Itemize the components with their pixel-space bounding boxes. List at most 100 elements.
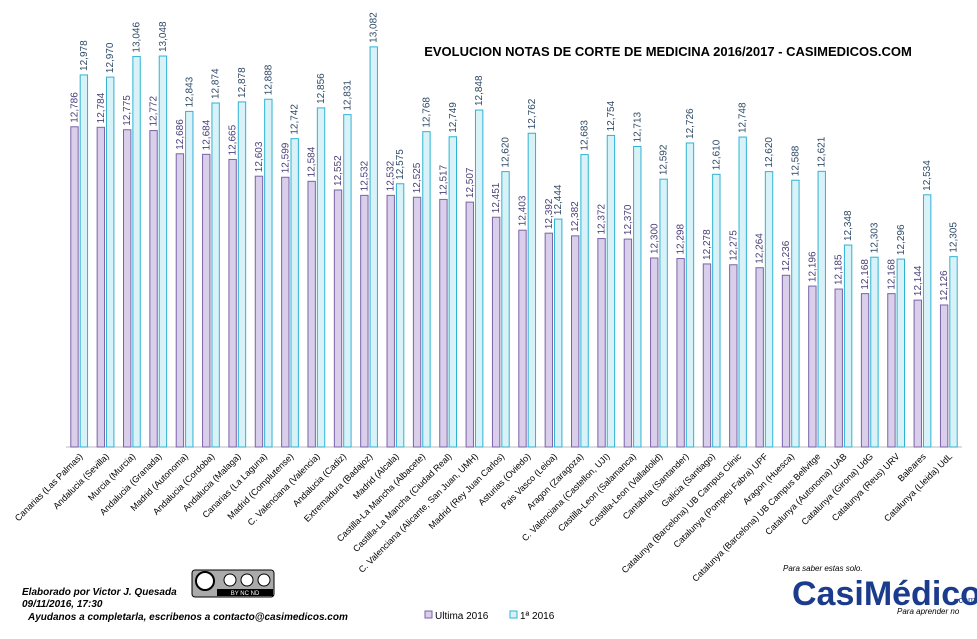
bar	[527, 132, 537, 448]
data-label: 12,278	[702, 229, 713, 260]
data-label: 12,754	[606, 100, 617, 131]
bar	[887, 293, 896, 448]
bar	[491, 216, 501, 448]
bar	[465, 201, 474, 448]
data-label: 12,603	[254, 141, 265, 172]
data-label: 13,046	[132, 22, 143, 53]
bar	[290, 138, 299, 448]
data-label: 12,382	[570, 201, 581, 232]
data-label: 12,848	[474, 75, 485, 106]
bar	[781, 274, 791, 448]
data-label: 12,665	[228, 124, 239, 155]
bar	[307, 180, 316, 448]
bar	[860, 293, 870, 448]
bar	[79, 74, 89, 448]
legend-label: 1ª 2016	[520, 611, 555, 622]
bar	[448, 136, 457, 448]
bar	[316, 107, 326, 448]
data-label: 13,082	[369, 12, 380, 43]
data-label: 12,444	[553, 184, 564, 215]
bar	[439, 198, 448, 448]
footer: Elaborado por Victor J. Quesada 09/11/20…	[22, 587, 348, 623]
note: Ayudanos a completarla, escribenos a con…	[27, 612, 348, 623]
bar	[412, 196, 422, 448]
bar	[764, 171, 774, 448]
data-label: 12,305	[949, 222, 960, 253]
bar	[360, 194, 369, 448]
data-label: 12,575	[395, 149, 406, 180]
data-label: 12,843	[184, 76, 195, 107]
chart-title: EVOLUCION NOTAS DE CORTE DE MEDICINA 201…	[424, 44, 912, 59]
bar	[606, 134, 616, 448]
data-label: 12,370	[623, 204, 634, 235]
data-label: 12,525	[412, 162, 423, 193]
data-label: 12,185	[834, 254, 845, 285]
data-label: 13,048	[158, 21, 169, 52]
data-label: 12,275	[728, 230, 739, 261]
bar	[474, 109, 484, 448]
legend-swatch	[424, 610, 433, 619]
bar	[264, 98, 273, 448]
bar	[202, 153, 211, 448]
bar	[913, 299, 922, 448]
bar	[939, 304, 949, 448]
data-label: 12,684	[201, 119, 212, 150]
bar	[633, 145, 642, 448]
data-label: 12,588	[790, 145, 801, 176]
bar	[518, 229, 527, 448]
bar	[343, 114, 352, 448]
logo-domain: .com	[956, 595, 976, 605]
data-label: 12,264	[755, 233, 766, 264]
data-label: 12,168	[886, 259, 897, 290]
data-label: 12,874	[211, 68, 222, 99]
data-label: 12,970	[105, 42, 116, 73]
license-text: BY NC ND	[231, 591, 260, 597]
data-label: 12,749	[448, 102, 459, 133]
bar	[949, 256, 958, 448]
bar	[149, 130, 158, 448]
bar	[659, 178, 668, 448]
data-label: 12,772	[149, 96, 160, 127]
data-label: 12,742	[290, 104, 301, 135]
bar	[817, 170, 826, 448]
data-label: 12,620	[764, 137, 775, 168]
data-label: 12,144	[913, 265, 924, 296]
bar	[702, 263, 712, 448]
data-label: 12,726	[685, 108, 696, 139]
data-label: 12,168	[860, 259, 871, 290]
data-label: 12,532	[359, 160, 370, 191]
bar	[896, 258, 905, 448]
x-tick-label: Madrid (Alcala)	[351, 451, 401, 501]
bar	[544, 232, 554, 448]
bar	[369, 46, 378, 448]
data-label: 12,300	[649, 223, 660, 254]
data-label: 12,620	[501, 137, 512, 168]
bar	[580, 154, 589, 448]
bar	[185, 110, 194, 448]
data-label: 12,507	[465, 167, 476, 198]
data-label: 12,686	[175, 119, 186, 150]
data-label: 12,599	[280, 142, 291, 173]
data-label: 12,786	[69, 92, 80, 123]
bar	[922, 194, 932, 448]
bar	[281, 176, 290, 448]
data-label: 12,978	[79, 40, 90, 71]
data-label: 12,748	[738, 102, 749, 133]
data-label: 12,683	[580, 120, 591, 151]
x-tick-label: Castilla-La Mancha (Ciudad Real)	[351, 451, 454, 554]
bar	[571, 235, 580, 448]
data-label: 12,762	[527, 98, 538, 129]
logo: Para saber estas solo. CasiMédicos .com …	[783, 564, 977, 616]
data-label: 12,451	[491, 182, 502, 213]
bar	[755, 267, 764, 448]
bar	[211, 102, 220, 448]
bar	[597, 238, 606, 448]
data-label: 12,403	[517, 195, 528, 226]
data-label: 12,584	[307, 146, 318, 177]
bar	[870, 256, 879, 448]
data-label: 12,236	[781, 240, 792, 271]
bar	[228, 158, 237, 448]
data-label: 12,775	[122, 95, 133, 126]
data-label: 12,517	[438, 164, 449, 195]
